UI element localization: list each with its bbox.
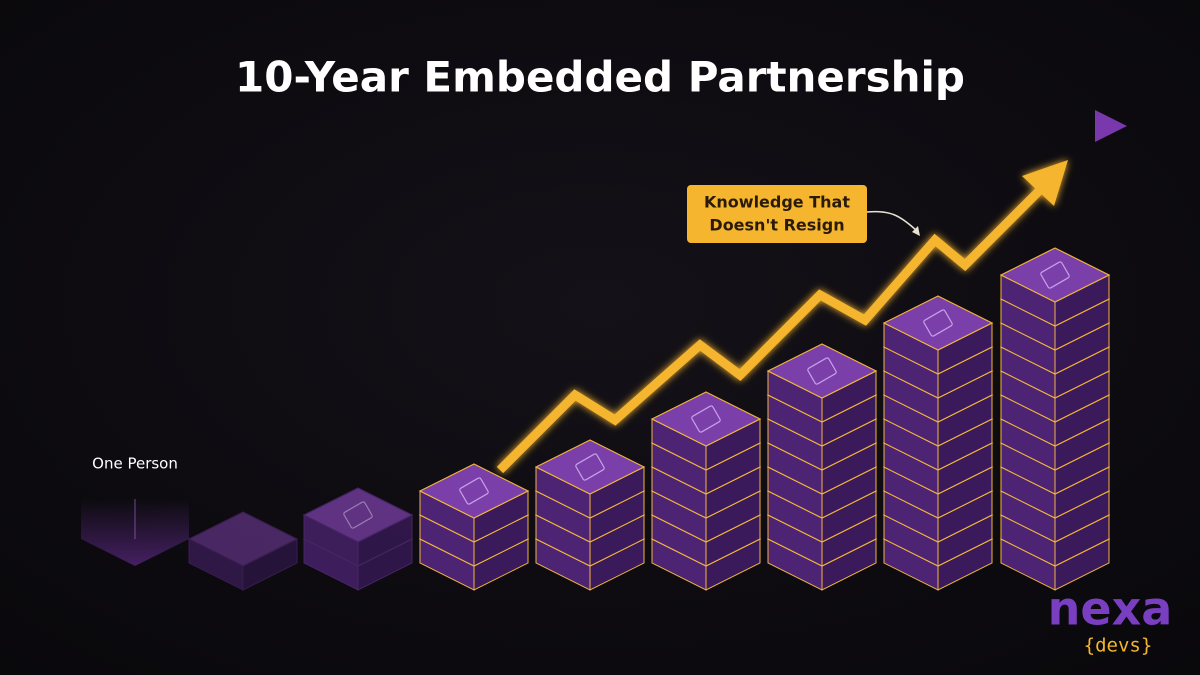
block-top <box>534 439 646 495</box>
block-icon <box>691 405 721 433</box>
stack <box>999 247 1111 591</box>
callout-line: Knowledge That <box>704 193 850 212</box>
block-icon <box>343 501 373 529</box>
callout-line: Doesn't Resign <box>709 216 844 235</box>
block <box>999 247 1111 327</box>
stack <box>187 511 299 591</box>
stacks <box>81 247 1111 591</box>
block-icon <box>1040 261 1070 289</box>
block-icon <box>459 477 489 505</box>
block <box>650 391 762 471</box>
block <box>766 343 878 423</box>
block-top <box>302 487 414 543</box>
stack <box>650 391 762 591</box>
logo-brand: nexa <box>1048 582 1173 636</box>
growth-line <box>496 186 1044 474</box>
stack <box>81 499 189 566</box>
block <box>534 439 646 519</box>
stack <box>302 487 414 591</box>
block-icon <box>923 309 953 337</box>
block-icon <box>807 357 837 385</box>
title: 10-Year Embedded Partnership <box>235 53 965 102</box>
block-top <box>882 295 994 351</box>
logo-tagline: {devs} <box>1084 635 1153 657</box>
block-top <box>766 343 878 399</box>
timeline-arrowhead <box>1095 110 1127 142</box>
block-icon <box>575 453 605 481</box>
callout-pointer-head <box>912 226 920 236</box>
stack <box>766 343 878 591</box>
block-top <box>999 247 1111 303</box>
block <box>302 487 414 567</box>
stack <box>882 295 994 591</box>
block <box>418 463 530 543</box>
block-top <box>418 463 530 519</box>
stack <box>418 463 530 591</box>
growth-arrowhead <box>1022 160 1068 206</box>
start-label: One Person <box>92 455 178 473</box>
growth-arrow <box>496 160 1068 474</box>
block <box>882 295 994 375</box>
block <box>187 511 299 591</box>
callout-box <box>687 185 867 243</box>
block-top <box>187 511 299 567</box>
block-top <box>650 391 762 447</box>
stack <box>534 439 646 591</box>
callout-pointer <box>866 210 919 233</box>
